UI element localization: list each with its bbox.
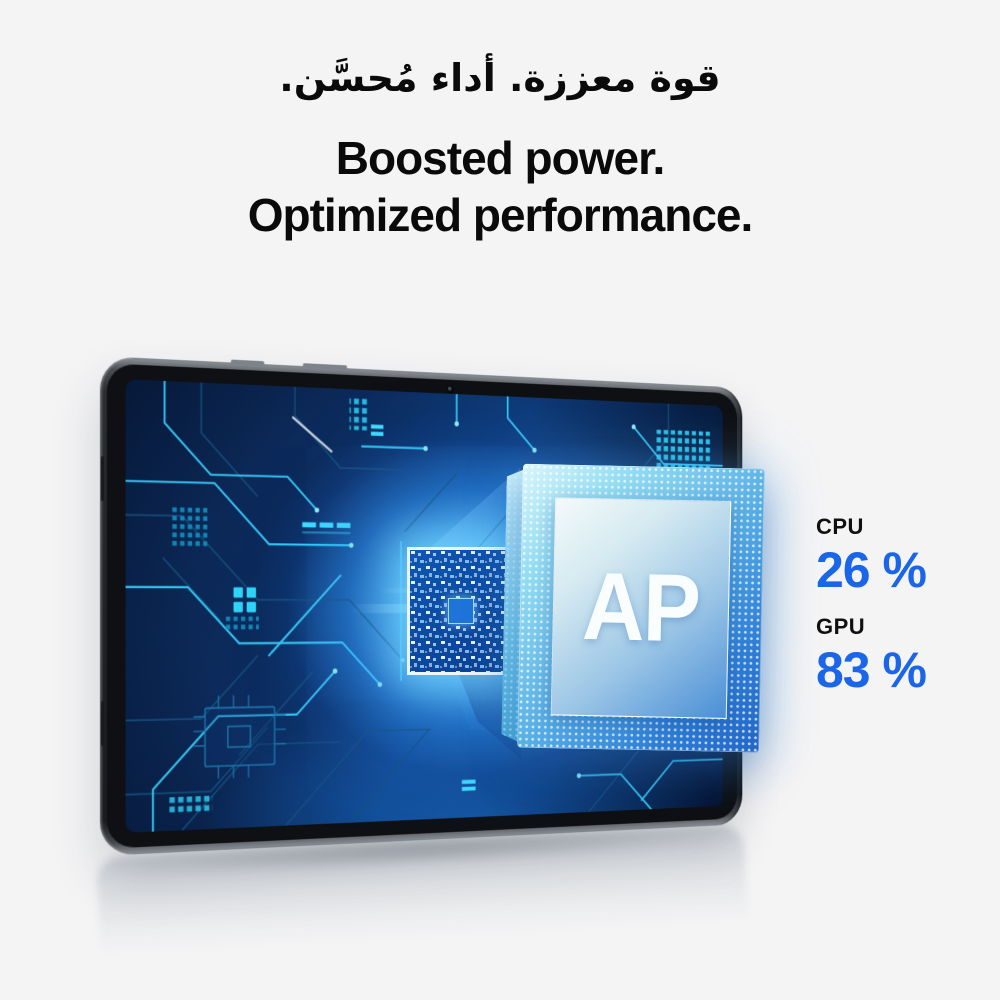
headline-line1: Boosted power. — [335, 132, 665, 184]
cpu-stat-label: CPU — [816, 514, 864, 539]
tablet-screen — [125, 379, 723, 833]
front-camera-icon — [446, 385, 454, 394]
cpu-stat-value: 26 % — [816, 542, 927, 598]
headline-line2: Optimized performance. — [247, 189, 754, 241]
headline-english: Boosted power. Optimized performance. — [0, 130, 1000, 244]
ap-chip-inner-die: AP — [550, 497, 732, 719]
ap-chip-front-face: AP — [517, 463, 765, 753]
edge-slot — [100, 700, 104, 746]
edge-slot — [100, 456, 104, 502]
chip-die-render — [407, 547, 515, 675]
circuit-board-graphic — [126, 379, 723, 833]
ap-chip-render: AP — [501, 461, 765, 754]
gpu-stat-label: GPU — [816, 614, 866, 639]
gpu-stat-value: 83 % — [816, 642, 927, 698]
headline-arabic: قوة معززة. أداء مُحسَّن. — [279, 56, 721, 100]
tablet-render — [100, 356, 743, 856]
die-core — [448, 598, 474, 624]
performance-stats: CPU 26 % GPU 83 % — [816, 514, 927, 714]
ap-chip-label: AP — [581, 552, 701, 663]
tablet-bezel — [106, 363, 737, 849]
